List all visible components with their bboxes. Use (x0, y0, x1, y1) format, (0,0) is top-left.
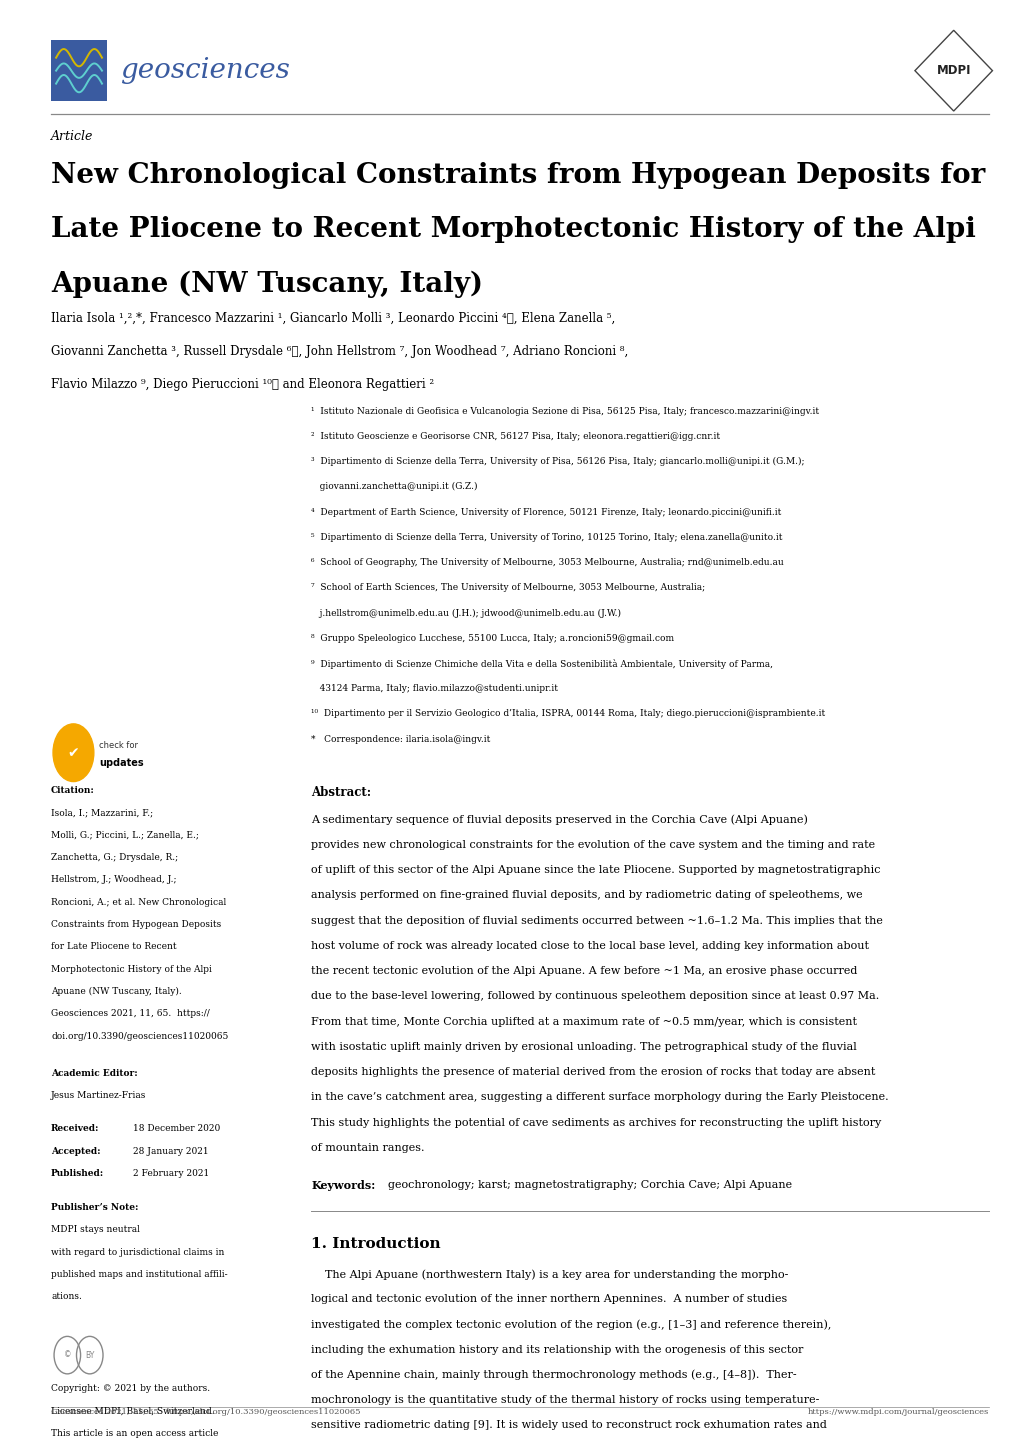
Text: ⁹  Dipartimento di Scienze Chimiche della Vita e della Sostenibilità Ambientale,: ⁹ Dipartimento di Scienze Chimiche della… (311, 659, 772, 669)
Text: Apuane (NW Tuscany, Italy).: Apuane (NW Tuscany, Italy). (51, 986, 181, 996)
Text: 43124 Parma, Italy; flavio.milazzo@studenti.unipr.it: 43124 Parma, Italy; flavio.milazzo@stude… (311, 685, 557, 694)
Text: This article is an open access article: This article is an open access article (51, 1429, 218, 1438)
Text: ✔: ✔ (67, 746, 79, 760)
Text: with regard to jurisdictional claims in: with regard to jurisdictional claims in (51, 1247, 224, 1256)
Text: Article: Article (51, 130, 94, 143)
Text: suggest that the deposition of fluvial sediments occurred between ~1.6–1.2 Ma. T: suggest that the deposition of fluvial s… (311, 916, 882, 926)
Text: j.hellstrom@unimelb.edu.au (J.H.); jdwood@unimelb.edu.au (J.W.): j.hellstrom@unimelb.edu.au (J.H.); jdwoo… (311, 609, 621, 617)
Text: Giovanni Zanchetta ³, Russell Drysdale ⁶ⓘ, John Hellstrom ⁷, Jon Woodhead ⁷, Adr: Giovanni Zanchetta ³, Russell Drysdale ⁶… (51, 345, 628, 358)
Text: Accepted:: Accepted: (51, 1146, 101, 1155)
Text: geosciences: geosciences (120, 58, 290, 84)
Text: BY: BY (85, 1351, 95, 1360)
Text: analysis performed on fine-grained fluvial deposits, and by radiometric dating o: analysis performed on fine-grained fluvi… (311, 890, 862, 900)
Text: Geosciences 2021, 11, 65.  https://doi.org/10.3390/geosciences11020065: Geosciences 2021, 11, 65. https://doi.or… (51, 1407, 360, 1416)
Text: ¹⁰  Dipartimento per il Servizio Geologico d’Italia, ISPRA, 00144 Roma, Italy; d: ¹⁰ Dipartimento per il Servizio Geologic… (311, 709, 824, 718)
Text: published maps and institutional affili-: published maps and institutional affili- (51, 1270, 227, 1279)
Text: updates: updates (99, 758, 144, 769)
Text: Received:: Received: (51, 1125, 100, 1133)
Text: the recent tectonic evolution of the Alpi Apuane. A few before ~1 Ma, an erosive: the recent tectonic evolution of the Alp… (311, 966, 857, 976)
Text: ⁵  Dipartimento di Scienze della Terra, University of Torino, 10125 Torino, Ital: ⁵ Dipartimento di Scienze della Terra, U… (311, 534, 782, 542)
Text: Citation:: Citation: (51, 786, 95, 795)
Text: ⁸  Gruppo Speleologico Lucchese, 55100 Lucca, Italy; a.roncioni59@gmail.com: ⁸ Gruppo Speleologico Lucchese, 55100 Lu… (311, 634, 674, 643)
Text: Keywords:: Keywords: (311, 1180, 375, 1191)
Text: 1. Introduction: 1. Introduction (311, 1237, 440, 1252)
Text: Abstract:: Abstract: (311, 786, 371, 799)
Text: due to the base-level lowering, followed by continuous speleothem deposition sin: due to the base-level lowering, followed… (311, 992, 878, 1001)
Text: Geosciences 2021, 11, 65.  https://: Geosciences 2021, 11, 65. https:// (51, 1009, 210, 1018)
Text: 28 January 2021: 28 January 2021 (132, 1146, 208, 1155)
Text: of mountain ranges.: of mountain ranges. (311, 1142, 424, 1152)
Text: Copyright: © 2021 by the authors.: Copyright: © 2021 by the authors. (51, 1384, 210, 1393)
Text: Ilaria Isola ¹,²,*, Francesco Mazzarini ¹, Giancarlo Molli ³, Leonardo Piccini ⁴: Ilaria Isola ¹,²,*, Francesco Mazzarini … (51, 311, 614, 324)
Text: Jesus Martinez-Frias: Jesus Martinez-Frias (51, 1090, 147, 1100)
Text: logical and tectonic evolution of the inner northern Apennines.  A number of stu: logical and tectonic evolution of the in… (311, 1295, 787, 1304)
Text: including the exhumation history and its relationship with the orogenesis of thi: including the exhumation history and its… (311, 1344, 803, 1354)
Text: ⁴  Department of Earth Science, University of Florence, 50121 Firenze, Italy; le: ⁴ Department of Earth Science, Universit… (311, 508, 781, 516)
Text: Hellstrom, J.; Woodhead, J.;: Hellstrom, J.; Woodhead, J.; (51, 875, 176, 884)
Text: Licensee MDPI, Basel, Switzerland.: Licensee MDPI, Basel, Switzerland. (51, 1406, 214, 1415)
Text: The Alpi Apuane (northwestern Italy) is a key area for understanding the morpho-: The Alpi Apuane (northwestern Italy) is … (311, 1269, 788, 1279)
Text: MDPI: MDPI (935, 63, 970, 78)
Text: Zanchetta, G.; Drysdale, R.;: Zanchetta, G.; Drysdale, R.; (51, 852, 178, 862)
Text: Isola, I.; Mazzarini, F.;: Isola, I.; Mazzarini, F.; (51, 808, 153, 818)
Text: Morphotectonic History of the Alpi: Morphotectonic History of the Alpi (51, 965, 212, 973)
Text: Apuane (NW Tuscany, Italy): Apuane (NW Tuscany, Italy) (51, 271, 483, 298)
Text: of uplift of this sector of the Alpi Apuane since the late Pliocene. Supported b: of uplift of this sector of the Alpi Apu… (311, 865, 879, 875)
Text: Flavio Milazzo ⁹, Diego Pieruccioni ¹⁰ⓘ and Eleonora Regattieri ²: Flavio Milazzo ⁹, Diego Pieruccioni ¹⁰ⓘ … (51, 378, 434, 391)
Text: mochronology is the quantitative study of the thermal history of rocks using tem: mochronology is the quantitative study o… (311, 1396, 818, 1405)
Text: host volume of rock was already located close to the local base level, adding ke: host volume of rock was already located … (311, 942, 868, 950)
Text: 2 February 2021: 2 February 2021 (132, 1169, 209, 1178)
Text: of the Apennine chain, mainly through thermochronology methods (e.g., [4–8]).  T: of the Apennine chain, mainly through th… (311, 1370, 796, 1380)
Text: Academic Editor:: Academic Editor: (51, 1069, 138, 1077)
Text: in the cave’s catchment area, suggesting a different surface morphology during t: in the cave’s catchment area, suggesting… (311, 1093, 888, 1102)
FancyBboxPatch shape (51, 40, 107, 101)
Text: ⁶  School of Geography, The University of Melbourne, 3053 Melbourne, Australia; : ⁶ School of Geography, The University of… (311, 558, 783, 567)
Circle shape (53, 724, 94, 782)
Text: New Chronological Constraints from Hypogean Deposits for: New Chronological Constraints from Hypog… (51, 162, 984, 189)
Text: deposits highlights the presence of material derived from the erosion of rocks t: deposits highlights the presence of mate… (311, 1067, 874, 1077)
Text: ¹  Istituto Nazionale di Geofisica e Vulcanologia Sezione di Pisa, 56125 Pisa, I: ¹ Istituto Nazionale di Geofisica e Vulc… (311, 407, 818, 415)
Text: check for: check for (99, 741, 138, 750)
Text: ³  Dipartimento di Scienze della Terra, University of Pisa, 56126 Pisa, Italy; g: ³ Dipartimento di Scienze della Terra, U… (311, 457, 804, 466)
Text: investigated the complex tectonic evolution of the region (e.g., [1–3] and refer: investigated the complex tectonic evolut… (311, 1319, 830, 1330)
Text: Roncioni, A.; et al. New Chronological: Roncioni, A.; et al. New Chronological (51, 897, 226, 907)
Text: Constraints from Hypogean Deposits: Constraints from Hypogean Deposits (51, 920, 221, 929)
Text: with isostatic uplift mainly driven by erosional unloading. The petrographical s: with isostatic uplift mainly driven by e… (311, 1041, 856, 1051)
Text: ations.: ations. (51, 1292, 82, 1301)
Text: From that time, Monte Corchia uplifted at a maximum rate of ~0.5 mm/year, which : From that time, Monte Corchia uplifted a… (311, 1017, 856, 1027)
Text: sensitive radiometric dating [9]. It is widely used to reconstruct rock exhumati: sensitive radiometric dating [9]. It is … (311, 1420, 826, 1430)
Text: geochronology; karst; magnetostratigraphy; Corchia Cave; Alpi Apuane: geochronology; karst; magnetostratigraph… (387, 1180, 791, 1190)
Text: Publisher’s Note:: Publisher’s Note: (51, 1203, 139, 1211)
Text: A sedimentary sequence of fluvial deposits preserved in the Corchia Cave (Alpi A: A sedimentary sequence of fluvial deposi… (311, 815, 807, 825)
Text: *   Correspondence: ilaria.isola@ingv.it: * Correspondence: ilaria.isola@ingv.it (311, 735, 490, 744)
Text: 18 December 2020: 18 December 2020 (132, 1125, 220, 1133)
Text: MDPI stays neutral: MDPI stays neutral (51, 1226, 140, 1234)
Text: ²  Istituto Geoscienze e Georisorse CNR, 56127 Pisa, Italy; eleonora.regattieri@: ² Istituto Geoscienze e Georisorse CNR, … (311, 433, 719, 441)
Text: Late Pliocene to Recent Morphotectonic History of the Alpi: Late Pliocene to Recent Morphotectonic H… (51, 216, 975, 244)
Text: giovanni.zanchetta@unipi.it (G.Z.): giovanni.zanchetta@unipi.it (G.Z.) (311, 482, 477, 492)
Text: Published:: Published: (51, 1169, 104, 1178)
Text: https://www.mdpi.com/journal/geosciences: https://www.mdpi.com/journal/geosciences (807, 1407, 988, 1416)
Text: ©: © (63, 1351, 71, 1360)
Text: provides new chronological constraints for the evolution of the cave system and : provides new chronological constraints f… (311, 839, 874, 849)
Text: doi.org/10.3390/geosciences11020065: doi.org/10.3390/geosciences11020065 (51, 1032, 228, 1041)
Text: This study highlights the potential of cave sediments as archives for reconstruc: This study highlights the potential of c… (311, 1118, 880, 1128)
Text: ⁷  School of Earth Sciences, The University of Melbourne, 3053 Melbourne, Austra: ⁷ School of Earth Sciences, The Universi… (311, 584, 704, 593)
Text: for Late Pliocene to Recent: for Late Pliocene to Recent (51, 943, 176, 952)
Text: Molli, G.; Piccini, L.; Zanella, E.;: Molli, G.; Piccini, L.; Zanella, E.; (51, 831, 199, 839)
